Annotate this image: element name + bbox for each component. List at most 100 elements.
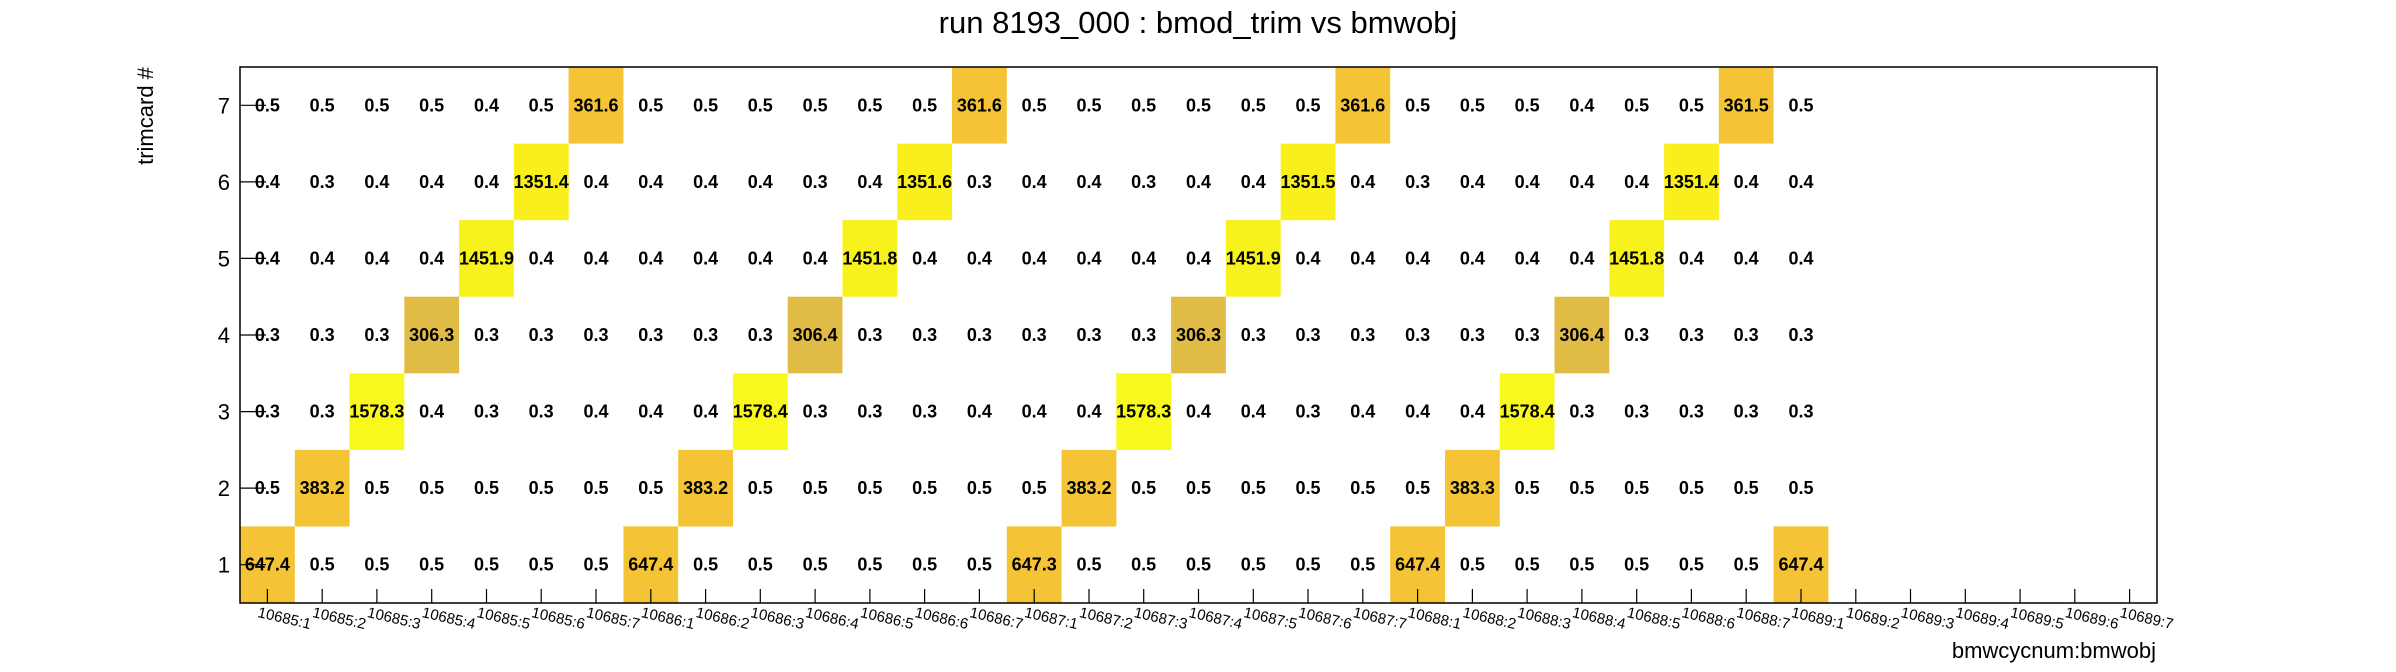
cell-value: 0.4 (693, 248, 718, 268)
cell-value: 0.5 (255, 478, 280, 498)
cell-value: 0.4 (1076, 172, 1101, 192)
heatmap-cell (568, 67, 624, 144)
cell-value: 0.4 (1405, 402, 1430, 422)
cell-value: 0.4 (1460, 172, 1485, 192)
cell-value: 0.5 (1405, 478, 1430, 498)
cell-value: 0.5 (803, 555, 828, 575)
cell-value: 361.5 (1724, 95, 1769, 115)
cell-value: 383.3 (1450, 478, 1495, 498)
cell-value: 361.6 (957, 95, 1002, 115)
cell-value: 0.4 (638, 248, 663, 268)
y-tick-label: 1 (218, 553, 230, 578)
cell-value: 0.3 (748, 325, 773, 345)
cell-value: 0.4 (1022, 172, 1047, 192)
cell-value: 0.5 (1186, 95, 1211, 115)
cell-value: 0.4 (255, 248, 280, 268)
cell-value: 0.3 (1405, 172, 1430, 192)
cell-value: 0.3 (803, 402, 828, 422)
cell-value: 0.5 (1734, 555, 1759, 575)
cell-value: 0.4 (1515, 172, 1540, 192)
cell-value: 0.3 (912, 402, 937, 422)
heatmap-cell (1280, 143, 1336, 221)
cell-value: 0.4 (1022, 402, 1047, 422)
cell-value: 0.5 (748, 555, 773, 575)
cell-value: 0.5 (529, 478, 554, 498)
x-tick-label: 10685:7 (585, 604, 642, 633)
y-tick-label: 3 (218, 400, 230, 425)
cell-value: 306.3 (1176, 325, 1221, 345)
cell-value: 0.5 (1515, 555, 1540, 575)
cell-value: 0.5 (1624, 555, 1649, 575)
cell-value: 0.4 (748, 248, 773, 268)
cell-value: 0.5 (310, 95, 335, 115)
cell-value: 383.2 (1066, 478, 1111, 498)
cell-value: 0.5 (857, 478, 882, 498)
cell-value: 0.5 (1679, 478, 1704, 498)
x-tick-label: 10688:7 (1735, 604, 1792, 633)
cell-value: 0.3 (638, 325, 663, 345)
cell-value: 0.4 (638, 172, 663, 192)
cell-value: 0.3 (967, 172, 992, 192)
cell-value: 0.3 (1295, 402, 1320, 422)
cell-value: 0.5 (803, 95, 828, 115)
cell-value: 0.3 (912, 325, 937, 345)
cell-value: 0.3 (529, 402, 554, 422)
cell-value: 0.3 (310, 402, 335, 422)
cell-value: 0.4 (803, 248, 828, 268)
cell-value: 0.5 (693, 95, 718, 115)
cell-value: 0.5 (1679, 95, 1704, 115)
cell-value: 0.5 (967, 555, 992, 575)
cell-value: 0.5 (1679, 555, 1704, 575)
cell-value: 0.4 (474, 95, 499, 115)
cell-value: 1351.4 (514, 172, 569, 192)
heatmap-cell (897, 143, 953, 221)
x-tick-label: 10685:1 (256, 604, 313, 633)
cell-labels: 647.4 0.5 0.5 0.5 0.5 0.5 0.5 647.4 0.5 0.5 0.5 0.5… (245, 95, 1824, 574)
cell-value: 1578.4 (1500, 402, 1555, 422)
cell-value: 0.5 (1295, 95, 1320, 115)
x-tick-label: 10687:4 (1187, 604, 1244, 633)
cell-value: 0.5 (364, 95, 389, 115)
cell-value: 1451.9 (459, 248, 514, 268)
x-tick-label: 10686:2 (694, 604, 751, 633)
cell-value: 0.5 (857, 95, 882, 115)
cell-value: 0.4 (1679, 248, 1704, 268)
x-tick-label: 10687:3 (1132, 604, 1189, 633)
cell-value: 0.3 (1788, 325, 1813, 345)
cell-value: 0.3 (1734, 402, 1759, 422)
cell-value: 0.5 (1241, 555, 1266, 575)
cell-value: 0.4 (1350, 172, 1375, 192)
y-tick-label: 2 (218, 476, 230, 501)
cell-value: 0.5 (1515, 95, 1540, 115)
cell-value: 0.5 (1515, 478, 1540, 498)
cell-value: 0.4 (529, 248, 554, 268)
cell-value: 0.5 (1131, 95, 1156, 115)
x-tick-label: 10688:5 (1625, 604, 1682, 633)
cell-value: 0.3 (1624, 325, 1649, 345)
x-tick-label: 10689:4 (1954, 604, 2011, 633)
x-tick-label: 10686:1 (639, 604, 696, 633)
cell-value: 0.4 (1515, 248, 1540, 268)
cell-value: 0.3 (1295, 325, 1320, 345)
cell-value: 1451.8 (842, 248, 897, 268)
heatmap-cell (732, 373, 788, 450)
cell-value: 0.3 (1350, 325, 1375, 345)
cell-value: 0.4 (1186, 172, 1211, 192)
cell-value: 0.5 (529, 555, 554, 575)
cell-value: 0.4 (583, 172, 608, 192)
heatmap-cell (1609, 220, 1665, 297)
cell-value: 0.5 (1076, 95, 1101, 115)
cell-value: 0.4 (1624, 172, 1649, 192)
cell-value: 0.4 (638, 402, 663, 422)
cell-value: 0.5 (1569, 478, 1594, 498)
cell-value: 0.5 (967, 478, 992, 498)
heatmap-cell (513, 143, 569, 221)
cell-value: 0.4 (1295, 248, 1320, 268)
cell-value: 0.5 (1131, 478, 1156, 498)
x-tick-label: 10689:5 (2009, 604, 2066, 633)
cell-value: 0.5 (1788, 478, 1813, 498)
cell-value: 0.5 (1295, 478, 1320, 498)
cell-value: 0.4 (1350, 248, 1375, 268)
x-tick-label: 10685:4 (420, 604, 477, 633)
cell-value: 0.5 (310, 555, 335, 575)
